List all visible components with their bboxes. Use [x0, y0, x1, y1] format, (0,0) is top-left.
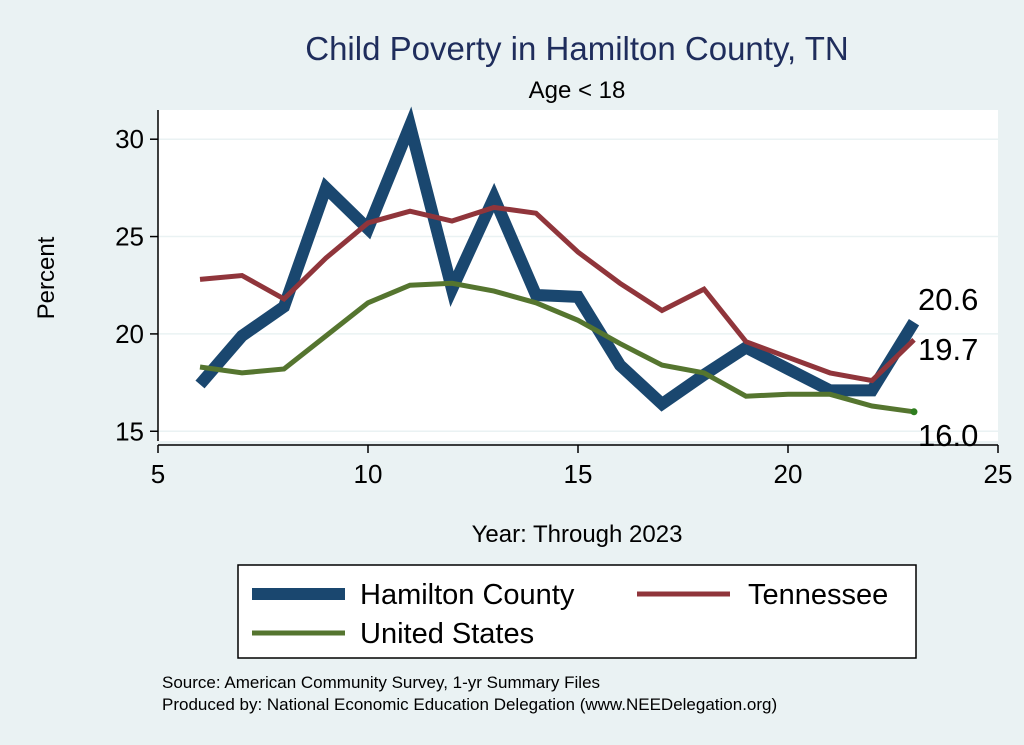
x-tick-label-3: 20	[774, 459, 803, 489]
producer-note: Produced by: National Economic Education…	[162, 695, 777, 714]
legend-label-united-states: United States	[360, 618, 534, 650]
end-label-hamilton-county: 20.6	[918, 282, 978, 317]
legend-box	[237, 564, 917, 659]
x-tick-label-1: 10	[354, 459, 383, 489]
legend-label-hamilton-county: Hamilton County	[360, 579, 575, 611]
y-tick-label-1: 20	[115, 319, 144, 349]
end-marker-united-states	[910, 408, 918, 416]
x-tick-label-2: 15	[564, 459, 593, 489]
series-line-united-states	[199, 280, 915, 415]
end-label-united-states: 16.0	[918, 418, 978, 453]
end-label-tennessee: 19.7	[918, 332, 978, 367]
series-group	[195, 106, 920, 416]
y-tick-label-0: 15	[115, 416, 144, 446]
y-tick-label-3: 30	[115, 124, 144, 154]
legend: Hamilton County Tennessee United States	[237, 564, 917, 659]
gridlines	[158, 138, 998, 433]
x-tick-label-4: 25	[984, 459, 1013, 489]
end-labels: 20.6 19.7 16.0	[918, 282, 978, 453]
legend-label-tennessee: Tennessee	[748, 579, 888, 611]
series-line-hamilton-county	[195, 106, 920, 412]
x-axis-title: Year: Through 2023	[472, 521, 683, 548]
axes: 15 20 25 30 5 10 15 20 25	[115, 110, 1012, 489]
series-line-tennessee	[199, 204, 916, 384]
chart-title: Child Poverty in Hamilton County, TN	[305, 30, 849, 67]
y-tick-label-2: 25	[115, 222, 144, 252]
x-tick-label-0: 5	[151, 459, 165, 489]
source-note: Source: American Community Survey, 1-yr …	[162, 673, 600, 692]
chart-subtitle: Age < 18	[529, 77, 626, 104]
y-axis-title: Percent	[33, 236, 60, 319]
